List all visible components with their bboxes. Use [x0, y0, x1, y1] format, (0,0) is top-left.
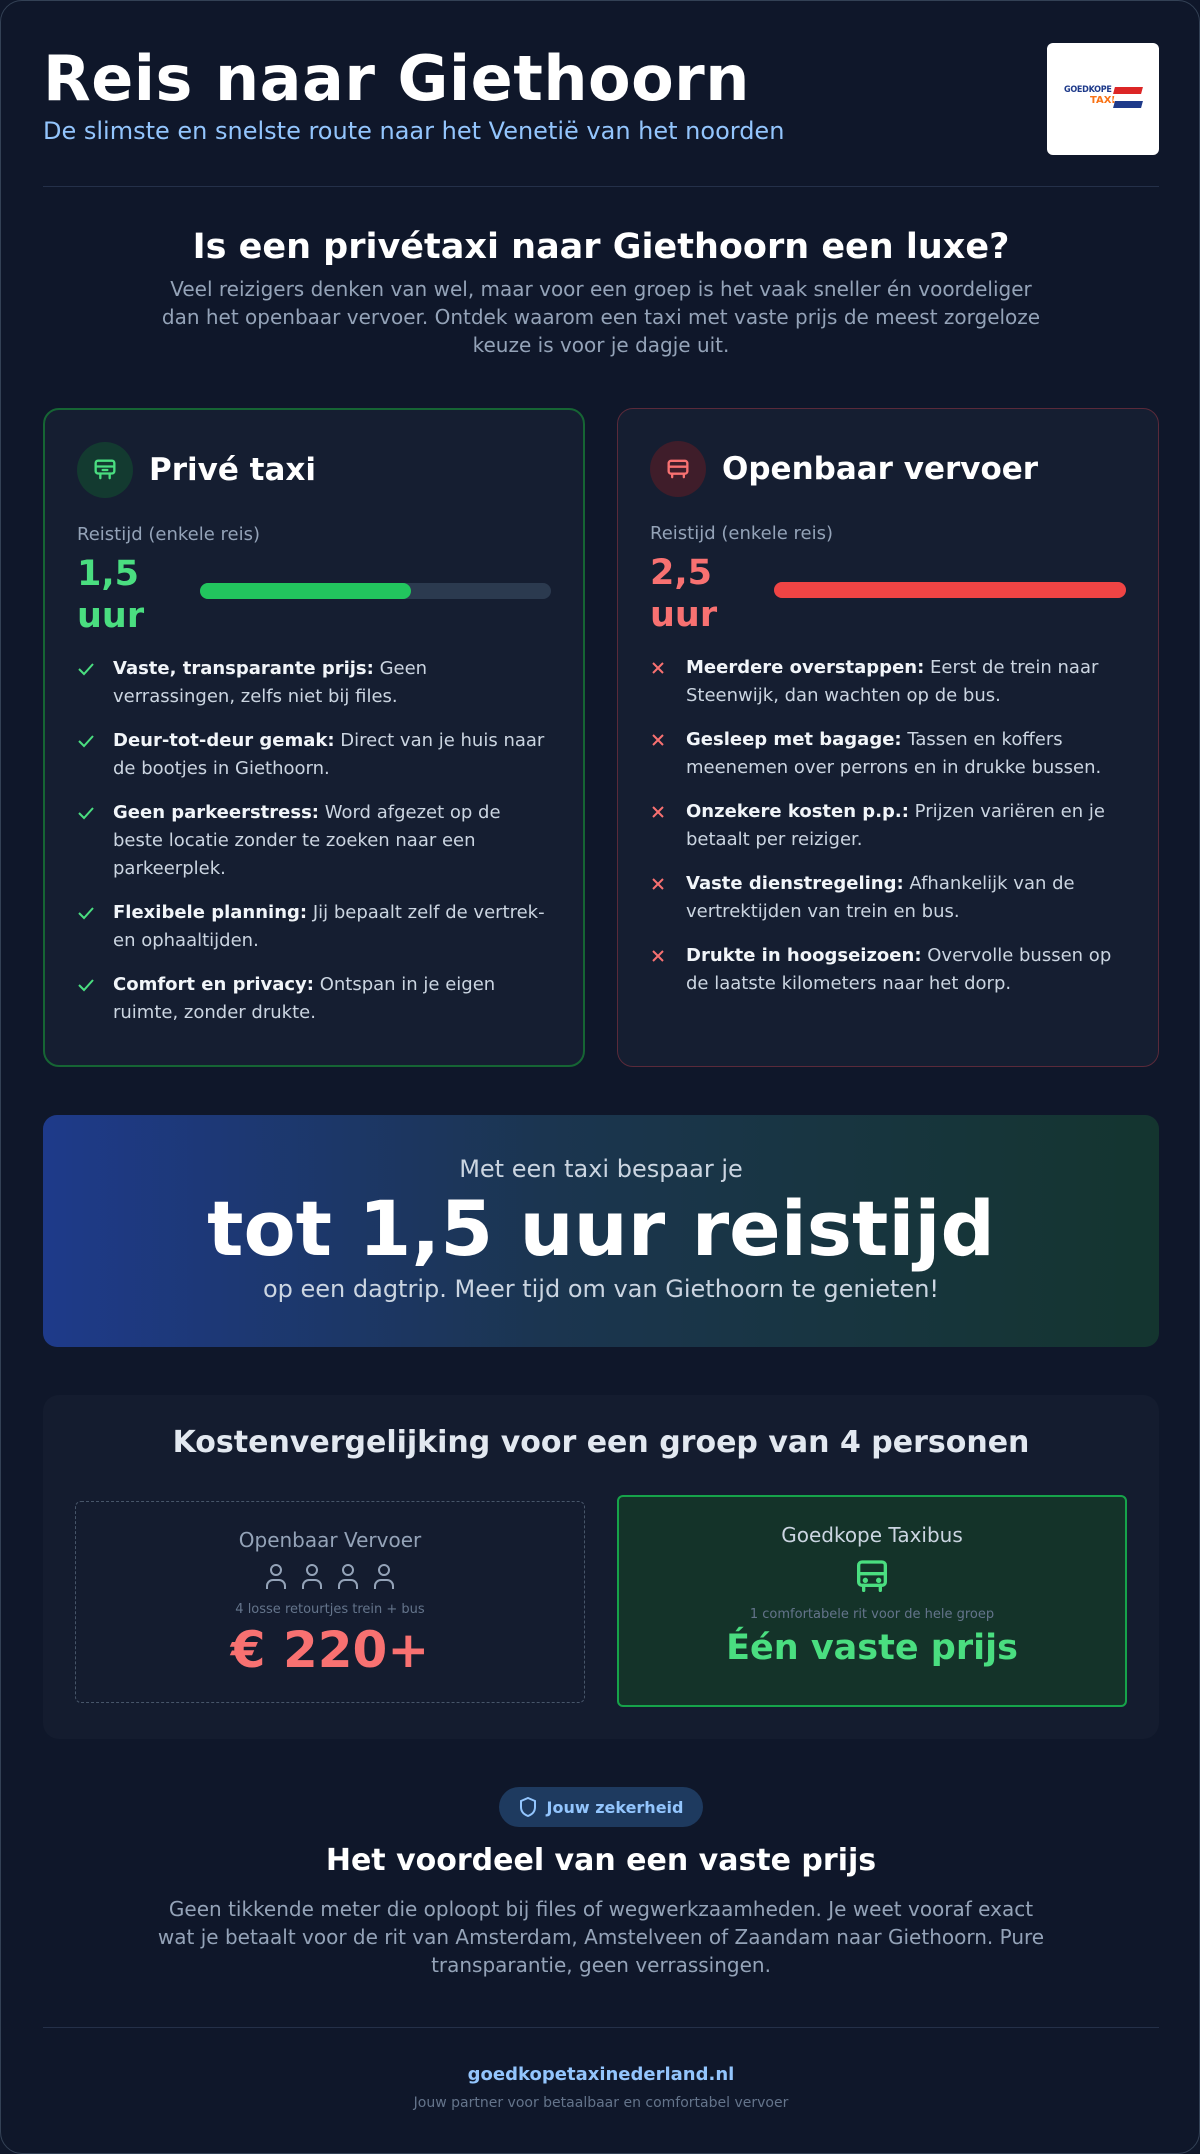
guarantee-badge-label: Jouw zekerheid [546, 1797, 684, 1817]
logo-text-bottom: TAXI [1090, 95, 1116, 106]
person-icon [266, 1564, 286, 1589]
check-icon [77, 727, 113, 755]
check-icon [77, 655, 113, 683]
brand-logo: GOEDKOPE TAXI [1047, 43, 1159, 155]
ov-cost-price: € 220+ [230, 1621, 430, 1679]
header: Reis naar Giethoorn De slimste en snelst… [43, 43, 1159, 187]
list-item: Vaste, transparante prijs: Geen verrassi… [77, 655, 551, 711]
check-icon [77, 971, 113, 999]
guarantee-badge: Jouw zekerheid [499, 1787, 703, 1827]
ov-cost-note: 4 losse retourtjes trein + bus [235, 1602, 425, 1617]
dutch-flag-icon [1113, 87, 1143, 109]
list-item: Gesleep met bagage: Tassen en koffers me… [650, 726, 1126, 782]
intro-text: Veel reizigers denken van wel, maar voor… [161, 277, 1041, 357]
shield-icon [519, 1797, 536, 1817]
logo-text-top: GOEDKOPE [1064, 85, 1112, 95]
taxibus-icon [619, 1557, 1125, 1597]
guarantee-text: Geen tikkende meter die oploopt bij file… [157, 1897, 1045, 1977]
people-icons [76, 1562, 584, 1592]
list-item: Comfort en privacy: Ontspan in je eigen … [77, 971, 551, 1027]
guarantee-section: Het voordeel van een vaste prijs Geen ti… [43, 1841, 1159, 1979]
savings-post-text: op een dagtrip. Meer tijd om van Giethoo… [262, 1275, 940, 1303]
taxi-cost-label: Goedkope Taxibus [781, 1523, 963, 1547]
taxi-card-title: Privé taxi [149, 452, 317, 488]
taxi-cost-box: Goedkope Taxibus 1 comfortabele rit voor… [617, 1495, 1127, 1707]
page-subtitle: De slimste en snelste route naar het Ven… [43, 117, 785, 145]
ov-travel-bar [774, 582, 1126, 598]
footer-site-link[interactable]: goedkopetaxinederland.nl [467, 2064, 735, 2085]
footer-tagline: Jouw partner voor betaalbaar en comforta… [413, 2095, 789, 2111]
cross-icon [650, 798, 686, 826]
list-item: Deur-tot-deur gemak: Direct van je huis … [77, 727, 551, 783]
ov-travel-label: Reistijd (enkele reis) [650, 523, 833, 544]
person-icon [302, 1564, 322, 1589]
guarantee-heading: Het voordeel van een vaste prijs [325, 1843, 877, 1878]
taxi-travel-value: 1,5 uur [77, 554, 145, 636]
footer: goedkopetaxinederland.nl Jouw partner vo… [43, 2027, 1159, 2111]
taxi-card: Privé taxi Reistijd (enkele reis) 1,5 uu… [43, 408, 585, 1067]
list-item: Geen parkeerstress: Word afgezet op de b… [77, 799, 551, 883]
cost-comparison: Kostenvergelijking voor een groep van 4 … [43, 1395, 1159, 1739]
ov-cost-label: Openbaar Vervoer [238, 1528, 422, 1552]
public-transport-card: Openbaar vervoer Reistijd (enkele reis) … [617, 408, 1159, 1067]
savings-pre-text: Met een taxi bespaar je [459, 1155, 743, 1183]
taxi-cost-price: Één vaste prijs [726, 1628, 1018, 1668]
cost-heading: Kostenvergelijking voor een groep van 4 … [172, 1425, 1030, 1460]
list-item: Onzekere kosten p.p.: Prijzen variëren e… [650, 798, 1126, 854]
taxi-icon [77, 442, 133, 498]
ov-cost-box: Openbaar Vervoer 4 losse retourtjes trei… [75, 1501, 585, 1703]
check-icon [77, 899, 113, 927]
ov-feature-list: Meerdere overstappen: Eerst de trein naa… [650, 654, 1126, 998]
taxi-travel-label: Reistijd (enkele reis) [77, 524, 260, 545]
list-item: Drukte in hoogseizoen: Overvolle bussen … [650, 942, 1126, 998]
intro-section: Is een privétaxi naar Giethoorn een luxe… [43, 225, 1159, 359]
taxi-travel-bar-fill [200, 583, 411, 599]
check-icon [77, 799, 113, 827]
taxi-cost-note: 1 comfortabele rit voor de hele groep [749, 1607, 995, 1622]
savings-headline: tot 1,5 uur reistijd [207, 1184, 995, 1273]
person-icon [338, 1564, 358, 1589]
train-icon [650, 441, 706, 497]
ov-travel-bar-fill [774, 582, 1126, 598]
taxi-feature-list: Vaste, transparante prijs: Geen verrassi… [77, 655, 551, 1027]
cross-icon [650, 726, 686, 754]
cross-icon [650, 942, 686, 970]
cross-icon [650, 870, 686, 898]
list-item: Meerdere overstappen: Eerst de trein naa… [650, 654, 1126, 710]
list-item: Vaste dienstregeling: Afhankelijk van de… [650, 870, 1126, 926]
list-item: Flexibele planning: Jij bepaalt zelf de … [77, 899, 551, 955]
cross-icon [650, 654, 686, 682]
intro-heading: Is een privétaxi naar Giethoorn een luxe… [192, 227, 1010, 267]
taxi-travel-bar [200, 583, 551, 599]
person-icon [374, 1564, 394, 1589]
ov-card-title: Openbaar vervoer [722, 451, 1039, 487]
page-title: Reis naar Giethoorn [43, 42, 750, 115]
savings-banner: Met een taxi bespaar je tot 1,5 uur reis… [43, 1115, 1159, 1347]
ov-travel-value: 2,5 uur [650, 553, 718, 635]
